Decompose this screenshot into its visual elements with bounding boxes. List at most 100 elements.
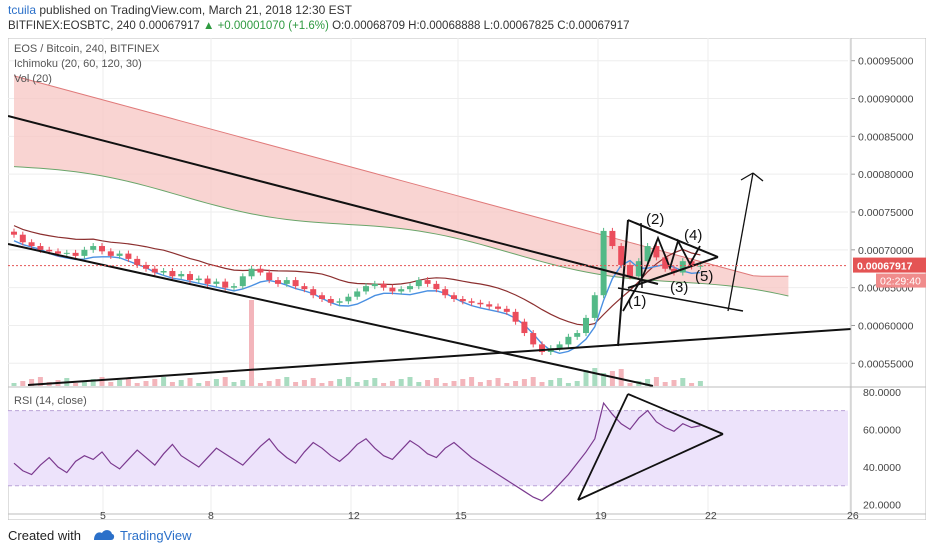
candles [11,227,704,355]
candle-body [363,286,369,292]
candle-body [591,295,598,318]
volume-bar [310,378,316,386]
candle-body [99,246,105,252]
author-link[interactable]: tcuila [8,3,37,17]
tradingview-brand[interactable]: TradingView [120,528,192,543]
volume-bar [451,381,457,386]
publish-info: published on TradingView.com, March 21, … [39,3,352,17]
up-arrow-icon: ▲ [203,20,215,32]
rsi-triangle-top [627,393,724,435]
price-change: +0.00001070 (+1.6%) [217,20,329,32]
volume-bar [301,380,307,386]
time-tick-label: 19 [595,510,607,520]
flagpole-left [617,219,629,347]
candle-body [90,246,97,250]
candle-body [107,251,114,256]
legend: EOS / Bitcoin, 240, BITFINEX Ichimoku (20… [14,43,160,407]
volume-bar [257,383,263,386]
candle-body [63,252,70,254]
chart-header: tcuila published on TradingView.com, Mar… [0,0,932,38]
candle-body [46,249,53,252]
price-legend-item: EOS / Bitcoin, 240, BITFINEX [14,43,160,55]
candle-body [653,246,660,258]
candle-body [389,287,396,292]
volume-bar [37,377,43,386]
time-tick-label: 12 [348,510,360,520]
volume-bar [513,381,519,386]
price-tick-label: 0.00095000 [858,56,914,68]
volume-bar [433,378,439,386]
volume-bar [565,383,571,386]
trendline-ascending-support [27,328,852,386]
trendline-lower-descending [8,243,654,387]
candle-body [257,268,264,273]
candle-body [556,344,563,349]
candle-body [11,231,17,235]
wave-label: (2) [646,211,664,228]
symbol-label: BITFINEX:EOSBTC, 240 [8,20,136,32]
open-value: 0.00068709 [344,20,405,32]
volume-bar [134,383,140,386]
price-tick-label: 0.00080000 [858,169,914,181]
candle-body [336,301,343,303]
candle-body [143,264,149,269]
volume-bar [627,383,633,386]
candle-body [380,283,387,288]
volume-bar [530,377,536,386]
rsi-panel [8,401,848,502]
candle-body [477,302,484,305]
volume-bar [125,378,131,386]
chart-svg[interactable]: (1)(2)(3)(4)(5) 0.000950000.000900000.00… [8,38,926,520]
candle-body [618,246,625,265]
volume-bar [539,382,545,386]
countdown-tag-label: 02:29:40 [880,276,921,288]
volume-bar [389,381,395,386]
candle-body [275,280,281,284]
volume-bar [275,379,281,386]
candle-body [486,304,493,307]
volume-bar [81,381,87,386]
price-tick-label: 0.00090000 [858,94,914,106]
volume-bar [486,380,492,386]
time-tick-label: 5 [100,510,106,520]
volume-bar [152,379,158,386]
rsi-tick-label: 80.0000 [863,387,901,399]
candle-body [521,321,528,334]
candle-body [697,265,704,267]
candle-body [222,281,229,288]
volume-bar [372,378,378,386]
countdown-tag [876,273,926,288]
candle-body [28,242,35,247]
time-tick-label: 15 [455,510,467,520]
candle-body [160,271,167,273]
volume-bar [609,371,615,386]
candle-body [55,251,61,254]
rsi-tick-label: 20.0000 [863,500,901,512]
volume-spike [249,300,254,386]
volume-bar [460,379,466,386]
projection-arrowhead-left [740,172,754,181]
rsi-tick-label: 60.0000 [863,424,901,436]
candle-body [125,253,132,259]
last-price: 0.00067917 [139,20,200,32]
candle-body [539,344,545,352]
volume-bar [240,380,246,386]
candle-body [213,281,220,284]
candle-body [468,301,475,303]
time-tick-label: 26 [847,510,859,520]
chart-frame[interactable]: (1) (2) (3) (4) (5) 0.00095000 0.00090000 0.00… [8,38,926,520]
candle-body [565,336,572,345]
price-legend-item: Vol (20) [14,73,52,85]
wave-path [622,235,701,312]
volume-bar [521,379,527,386]
volume-bar [169,382,175,386]
publish-line: tcuila published on TradingView.com, Mar… [8,3,352,17]
candle-body [204,278,211,284]
candle-body [134,258,141,265]
price-tick-label: 0.00060000 [858,320,914,332]
candle-body [451,295,457,299]
time-tick-label: 8 [208,510,214,520]
candle-body [459,299,466,302]
volume-bar [618,369,624,386]
pennant-bottom [627,256,719,289]
